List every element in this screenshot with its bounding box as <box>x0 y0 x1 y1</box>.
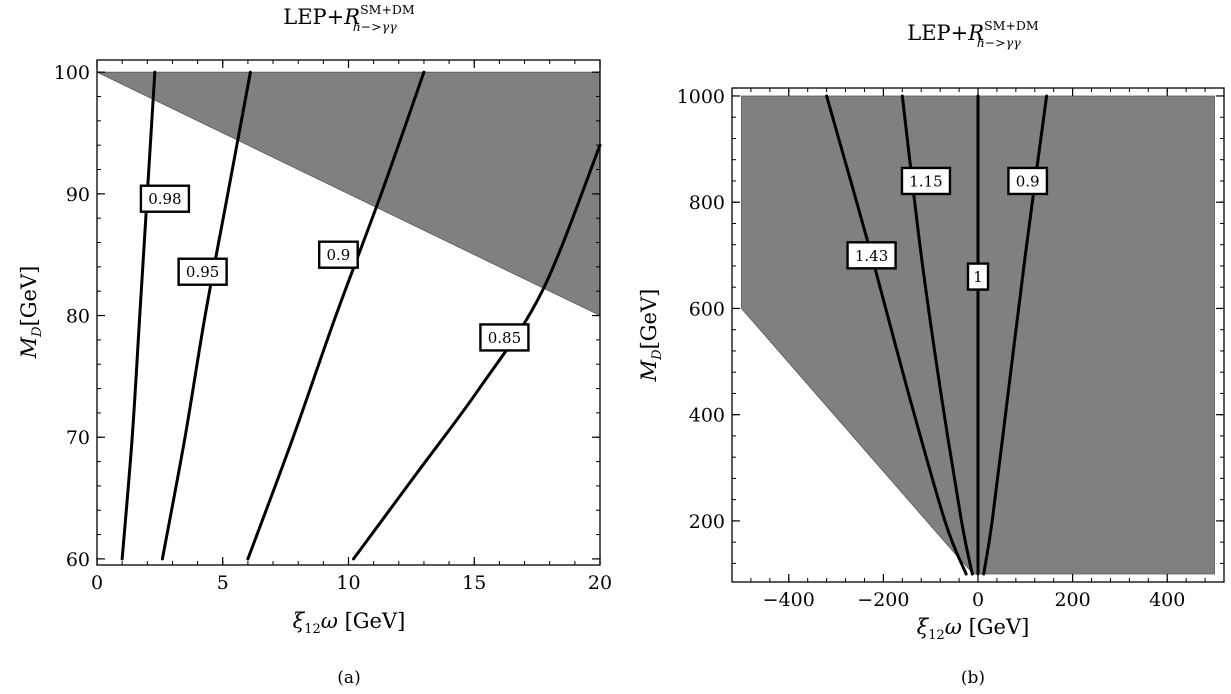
panel-a-contour-label-1: 0.98 <box>148 190 181 208</box>
panel-b-contour-labels: 1.43 1.15 1 0.9 <box>846 166 1049 291</box>
panel-a-contour-label-3: 0.9 <box>327 246 351 264</box>
panel-a-contour-label-box-1 <box>139 184 191 213</box>
panel-b-x-tick-label: 0 <box>972 589 984 611</box>
panel-b: LEP+RSM+DM h−>γγ −400 −200 0 200 400 200 400 600… <box>637 18 1225 688</box>
panel-b-x-tick-label: 200 <box>1054 589 1090 611</box>
panel-a-x-tick-label: 10 <box>336 572 360 594</box>
panel-b-contour-label-1: 1.43 <box>855 247 888 265</box>
panel-a-x-tick-label: 20 <box>588 572 612 594</box>
panel-a-contour-label-box-2 <box>177 257 228 286</box>
panel-b-contour-label-2: 1.15 <box>909 172 942 190</box>
panel-b-y-tick-label: 800 <box>689 192 725 214</box>
panel-b-x-tick-label: −400 <box>763 589 815 611</box>
panel-b-y-tick-label: 600 <box>689 298 725 320</box>
panel-b-contour-label-box-4 <box>1007 166 1049 196</box>
panel-a-contour-label-4: 0.85 <box>488 329 521 347</box>
panel-b-ylabel: MD[GeV] <box>637 289 665 383</box>
panel-a-y-tick-label: 100 <box>54 62 90 84</box>
panel-b-contour-label-box-1 <box>846 241 897 270</box>
panel-a-ticks: 0 5 10 15 20 60 70 80 90 100 <box>54 60 612 594</box>
panel-a-contours <box>120 70 602 561</box>
panel-a-contour-labels: 0.98 0.95 0.9 0.85 <box>139 184 530 352</box>
panel-b-y-tick-label: 200 <box>689 511 725 533</box>
panel-b-title: LEP+RSM+DM h−>γγ <box>907 18 1039 50</box>
panel-b-contour-label-4: 0.9 <box>1016 172 1040 190</box>
panel-b-contour-1 <box>825 94 968 576</box>
panel-a-caption: (a) <box>337 668 360 688</box>
panel-a-y-tick-label: 90 <box>66 184 90 206</box>
panel-a-contour-label-2: 0.95 <box>186 263 219 281</box>
panel-a-x-tick-label: 5 <box>217 572 229 594</box>
panel-a-contour-label-box-4 <box>479 323 530 352</box>
panel-b-caption: (b) <box>961 668 985 688</box>
panel-a-y-tick-label: 80 <box>66 306 90 328</box>
panel-a-title: LEP+RSM+DM h−>γγ <box>283 2 415 34</box>
panel-b-x-tick-label: 400 <box>1149 589 1185 611</box>
panel-a-xlabel: ξ12ω [GeV] <box>293 609 406 637</box>
panel-b-x-tick-label: −200 <box>857 589 909 611</box>
panel-b-contour-label-3: 1 <box>973 268 983 286</box>
panel-a-ylabel: MD[GeV] <box>17 266 45 360</box>
panel-a-contour-1 <box>120 70 157 561</box>
panel-a-contour-label-box-3 <box>317 240 359 269</box>
panel-b-contour-label-box-3 <box>966 262 990 291</box>
panel-a-y-tick-label: 60 <box>66 549 90 571</box>
panel-b-y-tick-label: 1000 <box>677 86 725 108</box>
panel-a: LEP+RSM+DM h−>γγ 0 5 10 15 20 60 70 80 90 100 0.98… <box>17 2 612 688</box>
panel-a-x-tick-label: 0 <box>91 572 103 594</box>
panel-a-y-tick-label: 70 <box>66 427 90 449</box>
panel-b-xlabel: ξ12ω [GeV] <box>917 615 1030 643</box>
panel-a-contour-4 <box>352 143 602 561</box>
panel-b-y-tick-label: 400 <box>689 405 725 427</box>
panel-a-contour-2 <box>160 70 252 561</box>
panel-a-contour-3 <box>246 70 426 561</box>
panel-a-x-tick-label: 15 <box>462 572 486 594</box>
panel-b-contour-label-box-2 <box>900 166 952 196</box>
panel-b-ticks: −400 −200 0 200 400 200 400 600 800 1000 <box>677 86 1225 611</box>
